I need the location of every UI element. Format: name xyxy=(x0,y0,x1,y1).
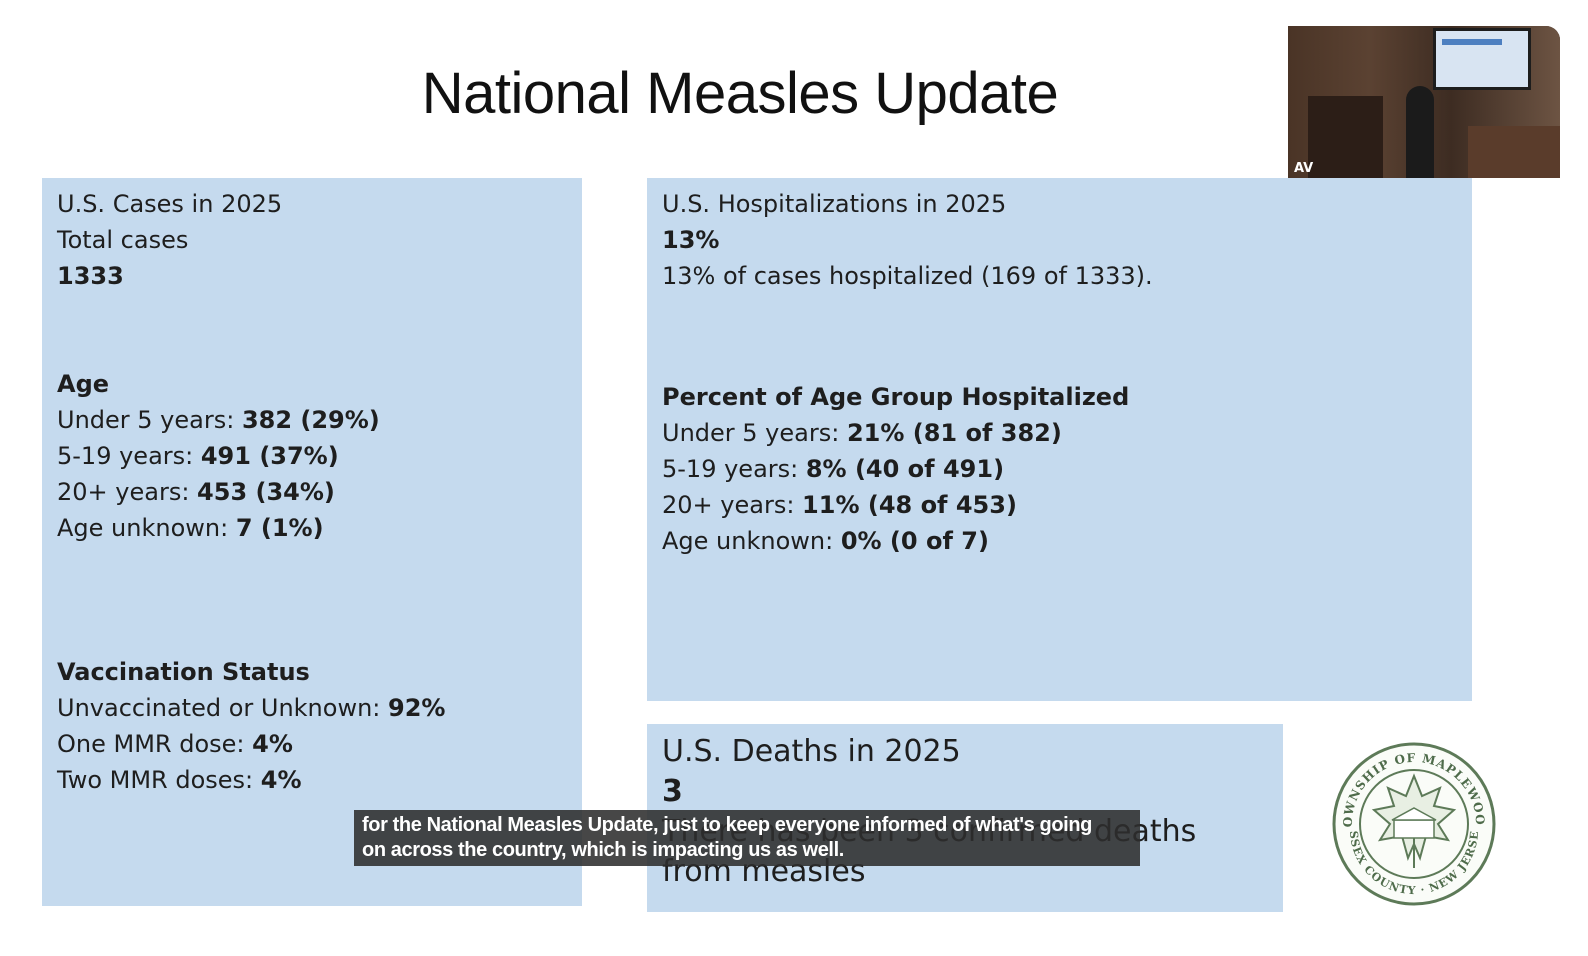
age-heading: Age xyxy=(57,370,110,398)
hospitalized-age-row: Age unknown: 0% (0 of 7) xyxy=(662,527,989,555)
vaccination-heading: Vaccination Status xyxy=(57,658,310,686)
age-row: Age unknown: 7 (1%) xyxy=(57,514,324,542)
total-cases-value: 1333 xyxy=(57,262,124,290)
hospitalized-age-row: Under 5 years: 21% (81 of 382) xyxy=(662,419,1062,447)
hospitalizations-panel: U.S. Hospitalizations in 2025 13% 13% of… xyxy=(647,178,1472,701)
vaccination-row: Unvaccinated or Unknown: 92% xyxy=(57,694,446,722)
podium xyxy=(1308,96,1383,178)
age-row: Under 5 years: 382 (29%) xyxy=(57,406,380,434)
deaths-value: 3 xyxy=(662,774,683,809)
caption-line: for the National Measles Update, just to… xyxy=(362,814,1092,836)
speaker-figure xyxy=(1406,86,1434,178)
slide-title: National Measles Update xyxy=(421,61,1059,126)
age-row: 5-19 years: 491 (37%) xyxy=(57,442,339,470)
hospitalizations-summary: 13% of cases hospitalized (169 of 1333). xyxy=(662,262,1153,290)
age-row: 20+ years: 453 (34%) xyxy=(57,478,335,506)
vaccination-row: Two MMR doses: 4% xyxy=(57,766,302,794)
cases-header: U.S. Cases in 2025 xyxy=(57,190,283,218)
township-seal-logo: TOWNSHIP OF MAPLEWOOD ESSEX COUNTY · NEW… xyxy=(1330,740,1496,906)
bench xyxy=(1468,126,1560,178)
deaths-header: U.S. Deaths in 2025 xyxy=(662,734,961,769)
hospitalized-age-heading: Percent of Age Group Hospitalized xyxy=(662,383,1130,411)
closed-caption: for the National Measles Update, just to… xyxy=(354,810,1140,866)
video-tag: AV xyxy=(1294,161,1314,176)
projector-screen xyxy=(1433,28,1531,90)
hospitalized-age-row: 20+ years: 11% (48 of 453) xyxy=(662,491,1017,519)
total-cases-label: Total cases xyxy=(57,226,189,254)
hospitalizations-percent: 13% xyxy=(662,226,720,254)
hospitalizations-header: U.S. Hospitalizations in 2025 xyxy=(662,190,1007,218)
vaccination-row: One MMR dose: 4% xyxy=(57,730,293,758)
cases-panel: U.S. Cases in 2025 Total cases 1333 Age … xyxy=(42,178,582,906)
hospitalized-age-row: 5-19 years: 8% (40 of 491) xyxy=(662,455,1005,483)
caption-line: on across the country, which is impactin… xyxy=(362,839,844,861)
speaker-video-thumbnail[interactable]: AV xyxy=(1288,26,1560,178)
